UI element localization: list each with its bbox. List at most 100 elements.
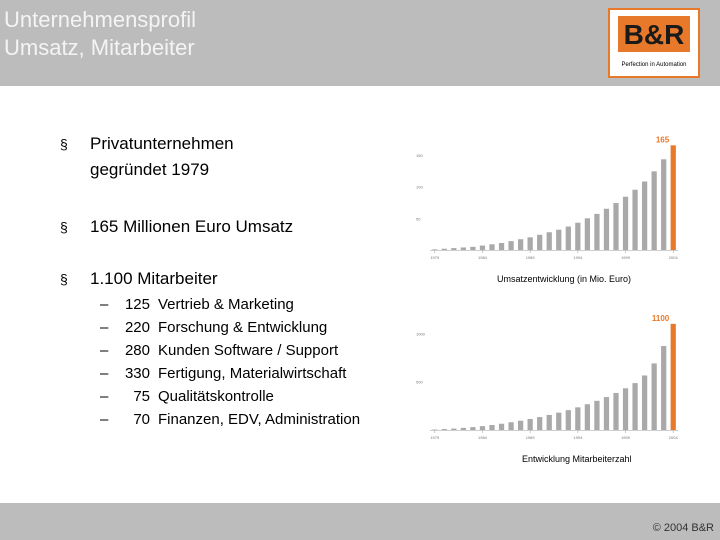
employees-bar [517, 420, 524, 430]
employees-bar [661, 346, 667, 430]
employees-y-tick-label: 1000 [416, 331, 426, 336]
revenue-bar [603, 208, 610, 250]
employee-dept: Forschung & Entwicklung [158, 319, 328, 336]
employees-highlight-label: 1100 [652, 314, 670, 323]
bullet-revenue-text: 165 Millionen Euro Umsatz [90, 217, 294, 236]
revenue-bar [622, 196, 629, 250]
copyright-notice: © 2004 B&R [652, 522, 714, 534]
revenue-bar [546, 232, 552, 250]
bullet-marker: § [60, 271, 68, 287]
revenue-bar [641, 181, 648, 250]
employees-chart: 500 1000 1979 1984 1989 1994 1999 2004 1100 [416, 314, 679, 440]
revenue-x-tick-label: 1984 [478, 255, 488, 260]
dash-marker: – [100, 319, 109, 336]
employee-dept: Fertigung, Materialwirtschaft [158, 365, 347, 382]
revenue-y-tick-label: 50 [416, 216, 421, 221]
slide-footer: © 2004 B&R [0, 503, 720, 540]
revenue-x-tick-label: 1979 [430, 255, 440, 260]
revenue-bar [651, 171, 657, 250]
revenue-bar [517, 239, 524, 250]
revenue-bar [565, 226, 571, 250]
employee-count: 70 [133, 411, 150, 428]
revenue-bar [489, 244, 495, 250]
revenue-bar [670, 145, 676, 250]
employee-dept: Finanzen, EDV, Administration [158, 411, 361, 428]
revenue-bar [498, 243, 505, 250]
dash-marker: – [100, 388, 109, 405]
revenue-bar [613, 203, 619, 250]
employees-bar [603, 397, 610, 430]
br-logo-mark-text: B&R [624, 19, 685, 50]
employee-dept: Kunden Software / Support [158, 342, 339, 359]
revenue-x-tick-label: 1994 [573, 255, 583, 260]
employees-bar [670, 323, 676, 430]
dash-marker: – [100, 411, 109, 428]
employees-bar [546, 414, 552, 430]
bullet-marker: § [60, 219, 68, 235]
br-logo-mark: B&R [618, 16, 690, 52]
employee-count: 280 [124, 342, 150, 359]
revenue-bar [594, 213, 600, 250]
employees-bar [641, 375, 648, 430]
employees-bar [527, 418, 533, 430]
slide-title-line2: Umsatz, Mitarbeiter [4, 35, 195, 60]
employees-bar [441, 429, 447, 430]
employees-bar [470, 427, 476, 430]
revenue-bar [460, 247, 467, 250]
revenue-bar [556, 229, 562, 250]
slide-header: Unternehmensprofil Umsatz, Mitarbeiter B… [0, 0, 720, 86]
bullet-employees-text: 1.100 Mitarbeiter [90, 269, 218, 288]
slide-title-line1: Unternehmensprofil [4, 7, 196, 32]
employees-bar [651, 363, 657, 430]
employees-bar [489, 424, 495, 430]
employees-bar [498, 423, 505, 430]
employees-x-tick-label: 1984 [478, 435, 488, 440]
employees-bar [613, 392, 619, 430]
revenue-bar [470, 246, 476, 250]
employee-count: 330 [124, 365, 150, 382]
employees-x-tick-label: 1979 [430, 435, 440, 440]
dash-marker: – [100, 342, 109, 359]
revenue-bar [432, 249, 438, 250]
revenue-y-tick-label: 100 [416, 185, 423, 190]
employees-bar [632, 383, 638, 430]
employee-count: 220 [124, 319, 150, 336]
employees-bar [565, 410, 571, 430]
employees-x-tick-label: 2004 [669, 435, 679, 440]
revenue-bar [451, 248, 457, 250]
revenue-bar [537, 234, 543, 250]
revenue-chart: 50 100 150 1979 1984 1989 1994 1999 2004 165 [416, 135, 679, 260]
employees-x-tick-label: 1989 [526, 435, 536, 440]
employees-x-tick-label: 1994 [573, 435, 583, 440]
revenue-highlight-label: 165 [656, 135, 670, 144]
employees-y-tick-label: 500 [416, 380, 423, 385]
employees-bar [584, 404, 591, 430]
revenue-bar [527, 237, 533, 250]
employee-dept: Qualitätskontrolle [158, 388, 274, 405]
employee-dept: Vertrieb & Marketing [158, 296, 294, 313]
slide-title: Unternehmensprofil Umsatz, Mitarbeiter [4, 6, 196, 62]
revenue-bar [584, 218, 591, 250]
revenue-bar [632, 189, 638, 250]
revenue-chart-caption: Umsatzentwicklung (in Mio. Euro) [497, 274, 632, 284]
revenue-bar [441, 248, 447, 250]
employees-bar [537, 417, 543, 430]
revenue-bar [575, 222, 581, 250]
dash-marker: – [100, 296, 109, 313]
employee-count: 125 [124, 296, 150, 313]
employees-bar [594, 400, 600, 430]
revenue-bar [508, 241, 514, 250]
revenue-bar [661, 159, 667, 250]
br-logo-tagline: Perfection in Automation [621, 62, 687, 68]
revenue-x-tick-label: 1989 [526, 255, 536, 260]
employees-bar [575, 407, 581, 430]
revenue-y-tick-label: 150 [416, 153, 423, 158]
employee-count: 75 [133, 388, 150, 405]
revenue-x-tick-label: 2004 [669, 255, 679, 260]
bullet-founded-line1: Privatunternehmen [90, 134, 234, 153]
revenue-bar [479, 245, 486, 250]
employees-bar [622, 388, 629, 430]
employees-bar [460, 427, 467, 430]
employees-chart-caption: Entwicklung Mitarbeiterzahl [522, 454, 632, 464]
dash-marker: – [100, 365, 109, 382]
